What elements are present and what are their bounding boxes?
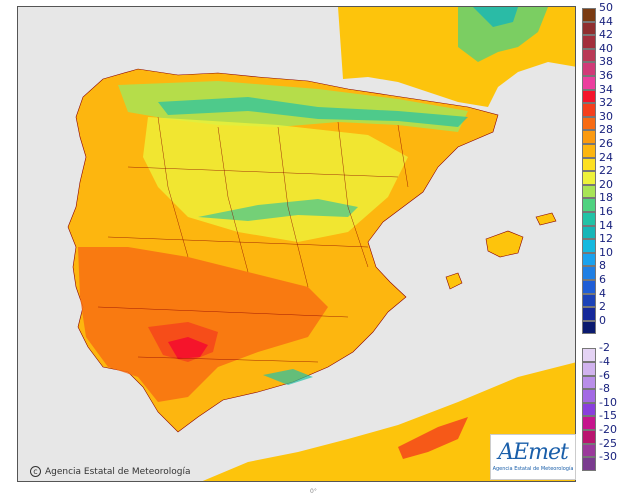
legend-label-negative-4: -10 xyxy=(599,395,617,409)
legend-swatch-negative-6 xyxy=(582,430,596,444)
legend-label-positive-21: 4 xyxy=(599,286,606,300)
logo-word: AEmet xyxy=(498,440,569,465)
southwest-hot-area xyxy=(78,247,328,402)
alps-cold-area xyxy=(458,7,548,62)
ibiza xyxy=(445,272,463,290)
legend-label-positive-2: 42 xyxy=(599,28,613,42)
legend-label-positive-9: 28 xyxy=(599,123,613,137)
legend-swatch-negative-7 xyxy=(582,443,596,458)
legend-label-positive-5: 36 xyxy=(599,69,613,82)
legend-label-positive-11: 24 xyxy=(599,150,613,164)
copyright-notice: c Agencia Estatal de Meteorología xyxy=(30,466,191,477)
legend-swatch-positive-9 xyxy=(582,130,596,144)
legend-swatch-positive-20 xyxy=(582,280,596,294)
legend-swatch-positive-5 xyxy=(582,76,596,90)
legend-swatch-positive-17 xyxy=(582,239,596,253)
legend-label-positive-20: 6 xyxy=(599,273,606,286)
legend-swatch-positive-14 xyxy=(582,198,596,212)
legend-swatch-positive-13 xyxy=(582,184,596,199)
legend-label-positive-8: 30 xyxy=(599,109,613,123)
legend-label-negative-8: -30 xyxy=(599,450,617,464)
aemet-logo: AEmet Agencia Estatal de Meteorología xyxy=(490,434,576,480)
legend-label-negative-6: -20 xyxy=(599,423,617,436)
legend-swatch-positive-22 xyxy=(582,307,596,321)
legend-swatch-negative-2 xyxy=(582,375,596,390)
legend-swatch-negative-3 xyxy=(582,389,596,403)
inner-borders xyxy=(97,116,409,363)
legend-label-positive-14: 18 xyxy=(599,191,613,205)
legend-label-positive-15: 16 xyxy=(599,205,613,218)
legend-label-positive-22: 2 xyxy=(599,300,606,314)
legend-label-positive-4: 38 xyxy=(599,55,613,69)
temperature-map xyxy=(17,6,576,482)
legend-swatch-negative-8 xyxy=(582,457,596,471)
sierra-nevada-cold xyxy=(263,369,313,385)
legend-label-negative-2: -6 xyxy=(599,368,610,382)
legend-swatch-positive-11 xyxy=(582,157,596,172)
legend-label-negative-1: -4 xyxy=(599,355,610,368)
legend-label-positive-10: 26 xyxy=(599,137,613,150)
legend-swatch-positive-16 xyxy=(582,225,596,240)
legend-label-positive-12: 22 xyxy=(599,164,613,178)
legend-label-positive-17: 12 xyxy=(599,232,613,246)
legend-swatch-negative-4 xyxy=(582,402,596,417)
legend-swatch-negative-5 xyxy=(582,416,596,430)
legend-label-positive-6: 34 xyxy=(599,82,613,96)
legend-label-positive-18: 10 xyxy=(599,245,613,259)
legend-swatch-negative-0 xyxy=(582,348,596,362)
legend-label-positive-1: 44 xyxy=(599,14,613,28)
legend-swatch-positive-1 xyxy=(582,21,596,36)
legend-label-positive-3: 40 xyxy=(599,41,613,55)
north-africa-landmass xyxy=(202,362,575,481)
legend-label-negative-0: -2 xyxy=(599,341,610,355)
longitude-mark: 0° xyxy=(310,488,317,495)
logo-subtitle: Agencia Estatal de Meteorología xyxy=(492,466,574,472)
central-system-band xyxy=(198,199,358,221)
legend-swatch-negative-1 xyxy=(582,362,596,376)
legend-swatch-positive-8 xyxy=(582,116,596,131)
legend-swatch-positive-21 xyxy=(582,293,596,308)
legend-label-positive-23: 0 xyxy=(599,313,606,327)
legend-swatch-positive-15 xyxy=(582,212,596,226)
legend-swatch-positive-18 xyxy=(582,252,596,267)
legend-swatch-positive-6 xyxy=(582,89,596,104)
copyright-icon: c xyxy=(30,466,41,477)
legend-label-negative-3: -8 xyxy=(599,382,610,396)
legend-swatch-positive-4 xyxy=(582,62,596,76)
legend-swatch-positive-12 xyxy=(582,171,596,185)
atlas-hot-area xyxy=(398,417,468,459)
cantabrian-mountains xyxy=(158,97,468,127)
legend-label-positive-19: 8 xyxy=(599,259,606,273)
legend-label-positive-13: 20 xyxy=(599,177,613,191)
legend-label-negative-5: -15 xyxy=(599,409,617,423)
legend-swatch-positive-19 xyxy=(582,266,596,280)
legend-swatch-positive-3 xyxy=(582,48,596,63)
menorca xyxy=(535,212,557,226)
legend-swatch-positive-23 xyxy=(582,320,596,335)
alps-snow-area xyxy=(473,7,518,27)
seville-max-area xyxy=(168,337,208,359)
copyright-text: Agencia Estatal de Meteorología xyxy=(45,466,191,477)
mallorca xyxy=(485,230,524,258)
legend-label-positive-7: 32 xyxy=(599,96,613,110)
map-canvas xyxy=(18,7,575,481)
legend-swatch-positive-0 xyxy=(582,8,596,22)
legend-label-positive-0: 50 xyxy=(599,1,613,14)
legend-swatch-positive-2 xyxy=(582,35,596,49)
legend-label-negative-7: -25 xyxy=(599,436,617,450)
legend-swatch-positive-10 xyxy=(582,144,596,158)
legend-swatch-positive-7 xyxy=(582,103,596,117)
temperature-legend: 50 44 42 40 38 36 34 32 30 28 26 24 22 20 18 16 14 12 10 8 6… xyxy=(582,2,628,482)
legend-label-positive-16: 14 xyxy=(599,218,613,232)
